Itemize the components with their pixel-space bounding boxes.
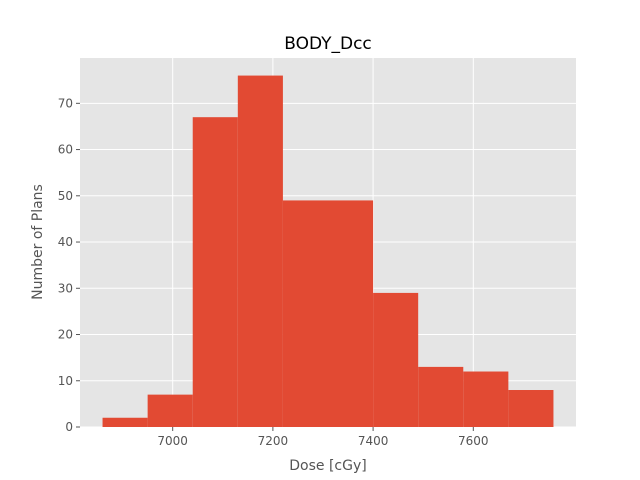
x-axis-label: Dose [cGy] <box>289 458 366 474</box>
y-tick-label: 50 <box>58 189 73 203</box>
y-tick-label: 70 <box>58 96 73 110</box>
y-tick-label: 60 <box>58 143 73 157</box>
y-axis-ticks: 0 10 20 30 40 50 60 70 <box>58 96 80 434</box>
histogram-bar <box>192 117 238 427</box>
x-tick-label: 7000 <box>157 434 188 448</box>
chart-title: BODY_Dcc <box>284 34 372 54</box>
histogram-bar <box>102 417 148 427</box>
y-tick-label: 20 <box>58 328 73 342</box>
histogram-bar <box>463 371 509 427</box>
y-tick-label: 30 <box>58 281 73 295</box>
histogram-bar <box>508 390 554 427</box>
histogram-bar <box>147 394 193 427</box>
y-tick-label: 0 <box>65 420 73 434</box>
histogram-bars <box>102 75 554 428</box>
y-tick-label: 10 <box>58 374 73 388</box>
x-tick-label: 7200 <box>258 434 289 448</box>
histogram-bar <box>418 366 464 427</box>
histogram-bar <box>328 200 374 427</box>
y-tick-label: 40 <box>58 235 73 249</box>
x-axis-ticks: 7000 7200 7400 7600 <box>157 427 489 448</box>
histogram-bar <box>373 292 419 427</box>
x-tick-label: 7600 <box>458 434 489 448</box>
x-tick-label: 7400 <box>358 434 389 448</box>
y-axis-label: Number of Plans <box>30 184 46 300</box>
histogram-bar <box>282 200 328 427</box>
histogram-bar <box>237 75 283 428</box>
